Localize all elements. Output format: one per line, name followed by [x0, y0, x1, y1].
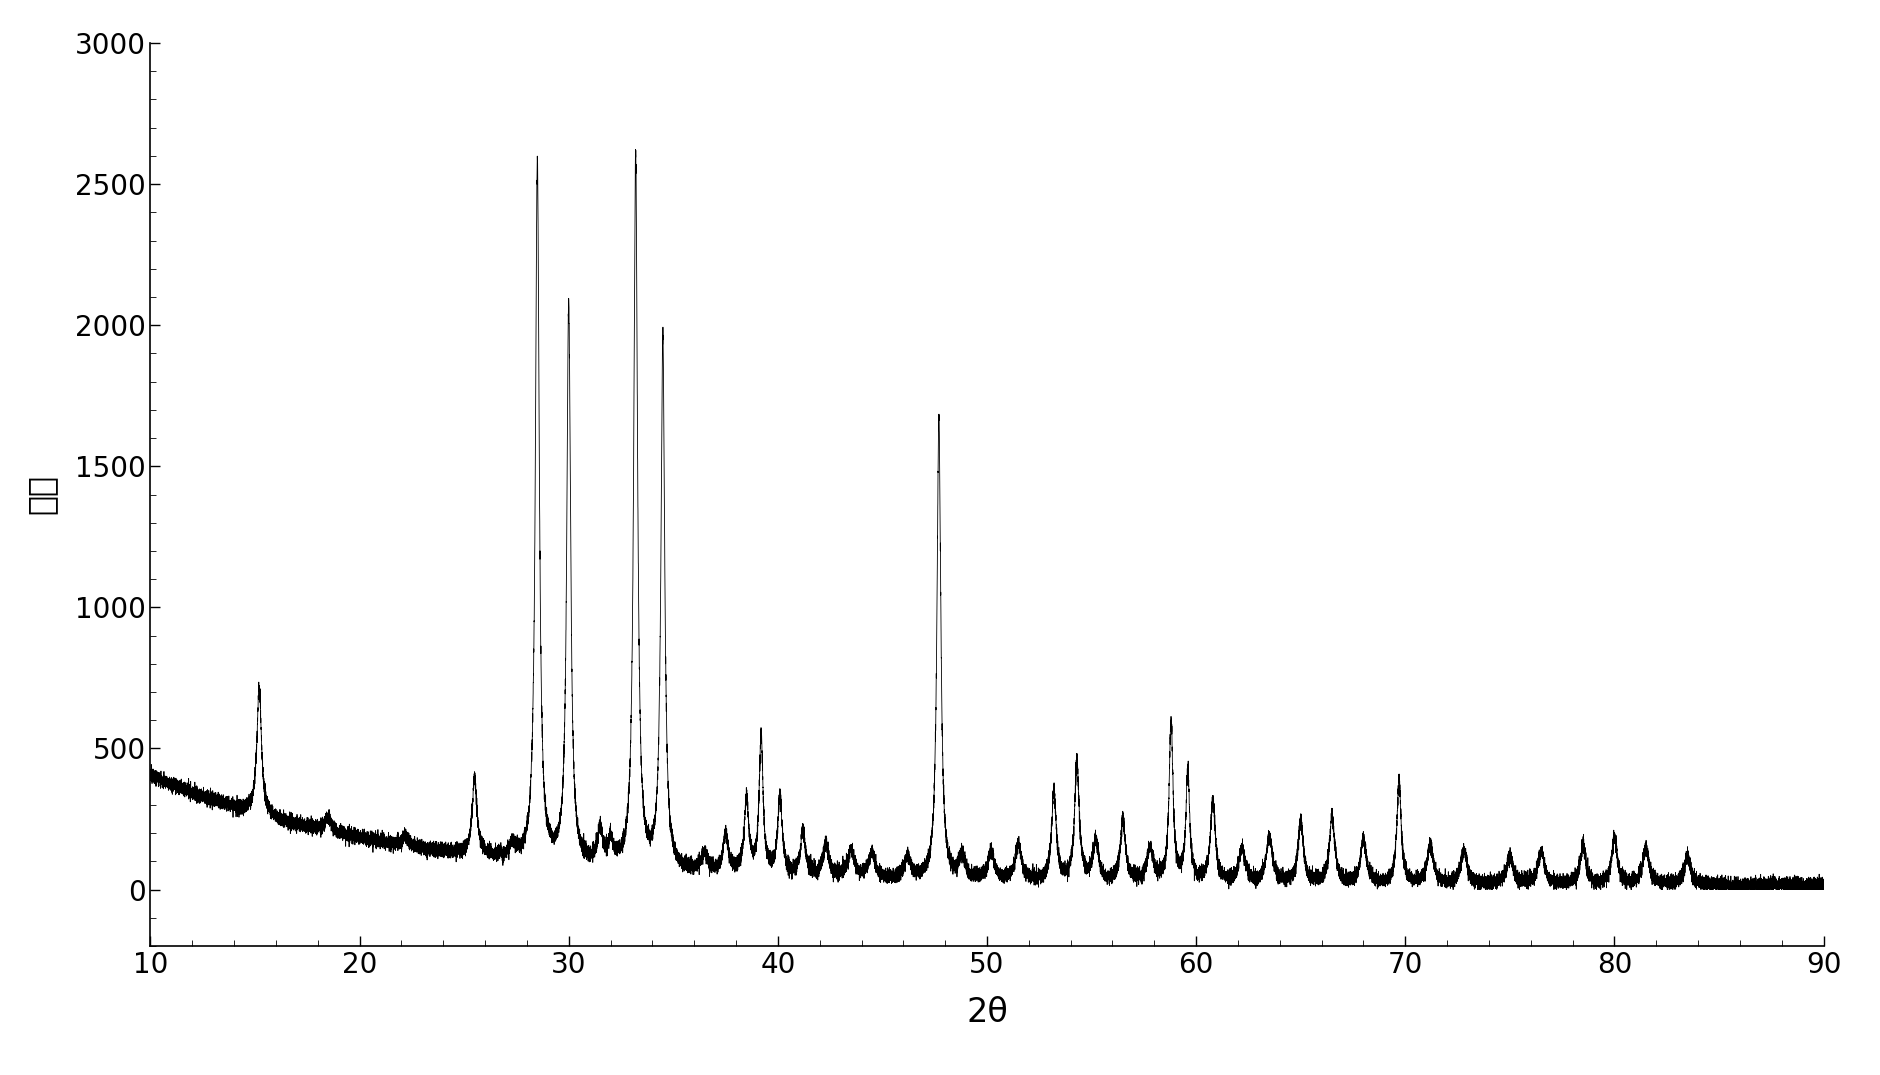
- Y-axis label: 强度: 强度: [24, 474, 58, 515]
- X-axis label: 2θ: 2θ: [966, 995, 1008, 1029]
